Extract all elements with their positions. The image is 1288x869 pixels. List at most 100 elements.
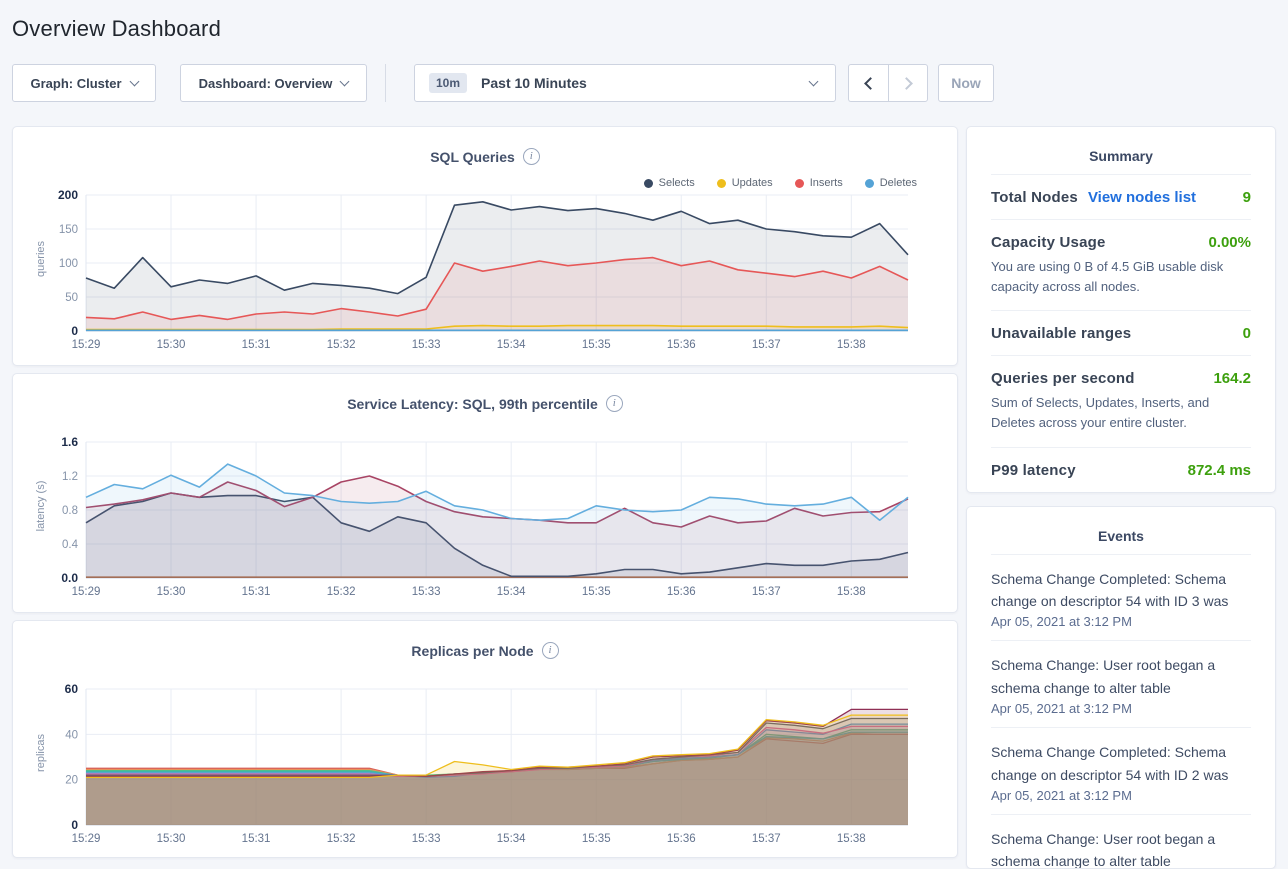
summary-title: Summary: [1089, 148, 1153, 164]
toolbar-divider: [385, 64, 386, 102]
capacity-value: 0.00%: [1208, 234, 1251, 251]
legend-dot: [794, 178, 804, 188]
svg-text:40: 40: [65, 729, 78, 741]
svg-text:15:36: 15:36: [667, 339, 696, 351]
info-icon[interactable]: i: [522, 148, 540, 165]
chart-panel-sql-queries: SQL Queries i Selects Updates Inserts: [12, 126, 958, 366]
svg-text:1.2: 1.2: [62, 471, 78, 483]
sql-queries-chart[interactable]: 0 50 100 150 200 15:29 15:30 15:31 15:32 15:33 15:…: [13, 187, 934, 359]
svg-text:1.6: 1.6: [61, 435, 78, 449]
svg-text:200: 200: [58, 188, 78, 202]
graph-dropdown[interactable]: Graph: Cluster: [12, 64, 156, 102]
svg-text:15:34: 15:34: [497, 833, 526, 845]
event-text: Schema Change: User root began a schema …: [991, 657, 1216, 696]
svg-text:15:38: 15:38: [837, 339, 866, 351]
svg-text:15:29: 15:29: [72, 586, 101, 598]
svg-text:15:29: 15:29: [72, 833, 101, 845]
summary-panel: Summary Total Nodes View nodes list 9 Ca…: [966, 126, 1276, 493]
svg-text:15:29: 15:29: [72, 339, 101, 351]
summary-row-p99: P99 latency 872.4 ms: [991, 446, 1251, 492]
legend-label: Deletes: [879, 177, 917, 189]
page-header: Overview Dashboard: [0, 0, 1288, 42]
legend-item: Deletes: [864, 177, 917, 189]
event-timestamp: Apr 05, 2021 at 3:12 PM: [991, 787, 1132, 803]
chevron-down-icon: [808, 76, 819, 86]
chevron-left-icon: [864, 76, 877, 90]
legend-dot: [864, 178, 874, 188]
chevron-down-icon: [339, 76, 350, 86]
chart-title: Service Latency: SQL, 99th percentile: [347, 395, 598, 412]
unavailable-ranges-label: Unavailable ranges: [991, 325, 1132, 343]
chart-title: Replicas per Node: [411, 642, 534, 659]
svg-text:15:32: 15:32: [327, 833, 356, 845]
qps-description: Sum of Selects, Updates, Inserts, and De…: [991, 395, 1210, 431]
event-text: Schema Change Completed: Schema change o…: [991, 744, 1229, 783]
svg-text:15:36: 15:36: [667, 586, 696, 598]
svg-text:15:34: 15:34: [497, 339, 526, 351]
time-range-picker[interactable]: 10m Past 10 Minutes: [414, 64, 836, 102]
replicas-per-node-chart[interactable]: 0 20 40 60 15:29 15:30 15:31 15:32 15:33 15:34 15:…: [13, 681, 934, 853]
event-item: Schema Change: User root began a schema …: [991, 813, 1251, 869]
chart-panel-replicas-per-node: Replicas per Node i replicas 0 20 40 60 15:2…: [12, 620, 958, 858]
legend-label: Updates: [731, 177, 773, 189]
view-nodes-list-link[interactable]: View nodes list: [1087, 189, 1197, 206]
content: SQL Queries i Selects Updates Inserts: [12, 126, 1276, 869]
capacity-label: Capacity Usage: [991, 234, 1106, 251]
time-range-label: Past 10 Minutes: [481, 75, 587, 91]
summary-row-unavailable: Unavailable ranges 0: [991, 310, 1251, 355]
chevron-right-icon: [899, 76, 913, 90]
prev-range-button[interactable]: [848, 64, 888, 102]
svg-text:15:35: 15:35: [582, 339, 611, 351]
legend-label: Inserts: [809, 177, 843, 189]
event-timestamp: Apr 05, 2021 at 3:12 PM: [991, 701, 1132, 717]
svg-text:15:35: 15:35: [582, 833, 611, 845]
svg-text:15:31: 15:31: [242, 339, 271, 351]
summary-row-capacity: Capacity Usage 0.00% You are using 0 B o…: [991, 219, 1251, 310]
svg-text:15:30: 15:30: [157, 339, 186, 351]
legend-dot: [716, 178, 726, 188]
unavailable-ranges-value: 0: [1242, 325, 1251, 343]
svg-text:15:37: 15:37: [752, 833, 781, 845]
event-timestamp: Apr 05, 2021 at 3:12 PM: [991, 614, 1132, 630]
info-icon[interactable]: i: [541, 642, 559, 659]
svg-text:15:34: 15:34: [497, 586, 526, 598]
svg-text:20: 20: [65, 775, 78, 787]
qps-label: Queries per second: [991, 370, 1135, 388]
page-title: Overview Dashboard: [12, 16, 222, 41]
legend-dot: [643, 178, 653, 188]
svg-text:15:30: 15:30: [157, 833, 186, 845]
svg-text:150: 150: [59, 224, 78, 236]
total-nodes-label: Total Nodes: [991, 189, 1078, 206]
svg-text:0: 0: [71, 818, 78, 832]
svg-text:15:32: 15:32: [327, 339, 356, 351]
event-item: Schema Change Completed: Schema change o…: [991, 553, 1251, 641]
next-range-button[interactable]: [888, 64, 928, 102]
service-latency-chart[interactable]: 0.0 0.4 0.8 1.2 1.6 15:29 15:30 15:31 15:32 15:33…: [13, 434, 934, 606]
svg-text:15:33: 15:33: [412, 833, 441, 845]
charts-column: SQL Queries i Selects Updates Inserts: [12, 126, 958, 869]
svg-text:15:31: 15:31: [242, 833, 271, 845]
chevron-down-icon: [129, 76, 139, 86]
chart-legend: Selects Updates Inserts Deletes: [643, 177, 917, 189]
svg-text:0.0: 0.0: [61, 571, 78, 585]
svg-text:15:35: 15:35: [582, 586, 611, 598]
legend-label: Selects: [658, 177, 695, 189]
svg-text:50: 50: [65, 292, 78, 304]
p99-latency-value: 872.4 ms: [1187, 461, 1251, 479]
dashboard-dropdown[interactable]: Dashboard: Overview: [180, 64, 367, 102]
now-button[interactable]: Now: [938, 64, 994, 102]
event-item: Schema Change Completed: Schema change o…: [991, 727, 1251, 814]
dashboard-dropdown-label: Dashboard: Overview: [198, 75, 333, 91]
event-text: Schema Change: User root began a schema …: [991, 830, 1216, 869]
time-range-badge: 10m: [429, 73, 468, 93]
total-nodes-value: 9: [1242, 189, 1251, 206]
svg-text:15:30: 15:30: [157, 586, 186, 598]
now-button-label: Now: [951, 75, 981, 91]
svg-text:15:32: 15:32: [327, 586, 356, 598]
info-icon[interactable]: i: [605, 395, 623, 412]
legend-item: Inserts: [794, 177, 843, 189]
summary-row-qps: Queries per second 164.2 Sum of Selects,…: [991, 355, 1251, 446]
svg-text:100: 100: [59, 258, 78, 270]
svg-text:15:37: 15:37: [752, 586, 781, 598]
svg-text:15:37: 15:37: [752, 339, 781, 351]
